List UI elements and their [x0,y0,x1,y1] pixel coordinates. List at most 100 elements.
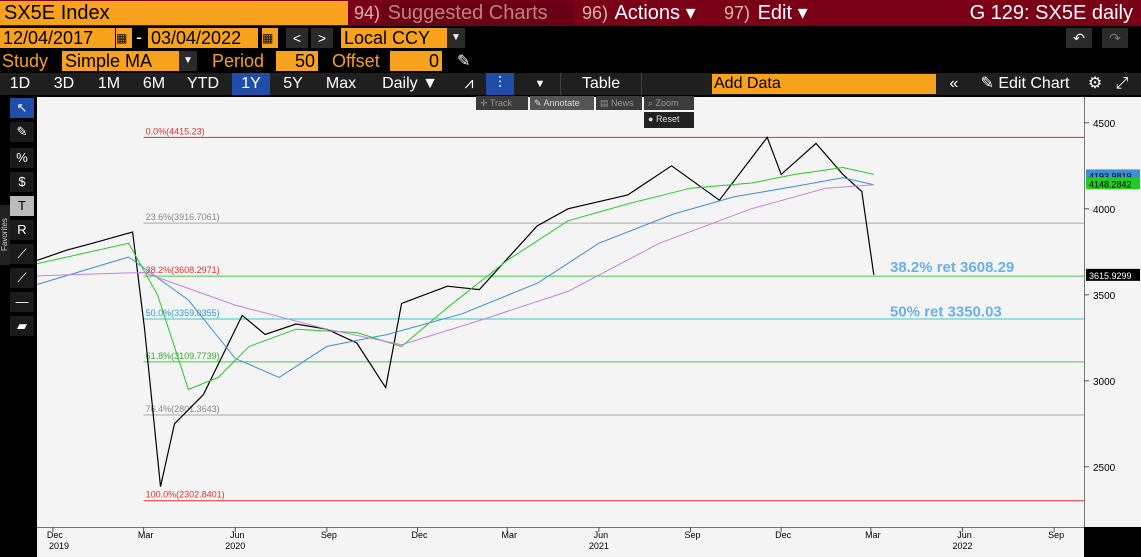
fib-label: 38.2%(3608.2971) [146,265,220,275]
add-data-input[interactable]: Add Data [712,74,936,94]
x-tick-label: Jun [594,530,609,540]
track-label: Track [489,98,513,108]
news-label: News [611,98,634,108]
series-line-ma-purple [36,184,874,346]
fib-label: 50.0%(3359.0355) [146,308,220,318]
study-label: Study [2,51,49,71]
cursor-icon[interactable]: ↖ [10,98,34,118]
chevron-down-icon[interactable]: ▼ [534,78,546,90]
menu-number: 94) [352,1,383,25]
y-tick-label: 3500 [1093,291,1116,302]
currency-select[interactable]: Local CCY [341,28,447,48]
y-tick-label: 4000 [1093,205,1116,216]
chart-id-title: G 129: SX5E daily [969,2,1133,24]
x-year-label: 2020 [225,541,245,551]
chevron-down-icon[interactable]: ▼ [179,51,197,71]
x-tick-label: Jun [230,530,245,540]
line-icon[interactable]: ⟋ [10,268,34,288]
edit-chart-label: Edit Chart [998,75,1070,92]
frequency-select[interactable]: Daily ▼ [382,75,438,92]
draw-icon[interactable]: ✎ [10,122,34,142]
tab-max[interactable]: Max [325,75,357,92]
trendline-icon[interactable]: ⟋ [10,244,34,264]
x-tick-label: Dec [412,530,429,540]
price-label-box [1086,177,1140,190]
y-tick-label: 3000 [1093,377,1116,388]
x-tick-label: Sep [321,530,337,540]
line-chart-icon[interactable]: ⩘ [464,75,474,92]
horizontal-line-icon[interactable]: — [10,292,34,312]
edit-chart-button[interactable]: ✎ Edit Chart [971,73,1079,95]
reset-button[interactable]: ● Reset [644,112,694,128]
chart-area[interactable] [37,97,1084,527]
x-axis [37,527,1084,557]
study-select[interactable]: Simple MA [62,51,179,71]
price-label: 4148.2842 [1089,179,1132,189]
tab-1y[interactable]: 1Y [232,73,270,95]
menu-suggested-charts[interactable]: 94) Suggested Charts [352,1,574,25]
menu-number: 96) [580,1,611,25]
percent-icon[interactable]: % [10,148,34,168]
series-line-ma-blue [36,177,874,378]
tab-1m[interactable]: 1M [97,75,121,92]
x-tick-label: Dec [775,530,792,540]
channel-icon[interactable]: ▰ [10,316,34,336]
fib-label: 61.8%(3109.7739) [146,351,220,361]
expand-icon[interactable]: ⤢ [1115,75,1129,92]
x-tick-label: Jun [957,530,972,540]
period-label: Period [212,51,265,71]
news-button[interactable]: ▤ News [596,96,642,110]
menu-label: Edit ▾ [757,2,808,24]
price-label: 4193.9819 [1089,171,1132,181]
tab-5y[interactable]: 5Y [283,75,303,92]
tab-ytd[interactable]: YTD [187,75,219,92]
fib-label: 0.0%(4415.23) [146,126,205,136]
undo-icon[interactable]: ↶ [1066,28,1092,48]
x-year-label: 2021 [589,541,609,551]
next-arrow-icon[interactable]: > [311,28,333,48]
x-tick-label: Mar [501,530,517,540]
date-separator: - [136,27,142,47]
redo-icon[interactable]: ↷ [1102,28,1128,48]
dollar-icon[interactable]: $ [10,172,34,192]
tab-1d[interactable]: 1D [9,75,31,92]
start-date-input[interactable]: 12/04/2017 [0,28,115,48]
fib-label: 100.0%(2302.8401) [146,490,225,500]
end-date-input[interactable]: 03/04/2022 [148,28,258,48]
collapse-icon[interactable]: « [949,75,959,92]
settings-icon[interactable]: ⚙ [1087,75,1103,92]
annotate-button[interactable]: ✎ Annotate [530,96,594,110]
x-tick-label: Sep [1048,530,1064,540]
pencil-icon[interactable]: ✎ [457,53,471,70]
date-row [0,27,1141,49]
menu-actions[interactable]: 96) Actions ▾ [580,1,717,25]
calendar-icon[interactable]: ▦ [262,28,278,48]
offset-input[interactable]: 0 [390,51,442,71]
retracement-annotation: 50% ret 3350.03 [890,304,1002,321]
tab-3d[interactable]: 3D [53,75,75,92]
table-button[interactable]: Table [560,73,642,95]
x-year-label: 2022 [952,541,972,551]
y-tick-label: 2500 [1093,463,1116,474]
menu-edit[interactable]: 97) Edit ▾ [722,1,822,25]
tab-6m[interactable]: 6M [142,75,166,92]
text-icon[interactable]: T [10,196,34,216]
r-icon[interactable]: R [10,220,34,240]
track-button[interactable]: ✛ Track [476,96,528,110]
menu-number: 97) [722,1,753,25]
calendar-icon[interactable]: ▦ [116,28,132,48]
reset-label: Reset [655,114,680,124]
zoom-button[interactable]: ⌕ Zoom [644,96,694,110]
zoom-label: Zoom [655,98,679,108]
period-input[interactable]: 50 [276,51,318,71]
x-tick-label: Sep [684,530,700,540]
menu-label: Actions ▾ [614,2,696,24]
chevron-down-icon[interactable]: ▼ [447,28,465,48]
fib-label: 23.6%(3916.7061) [146,212,220,222]
security-title[interactable]: SX5E Index [0,1,348,25]
offset-label: Offset [332,51,380,71]
prev-arrow-icon[interactable]: < [286,28,308,48]
price-label-box [1086,268,1140,281]
bar-chart-icon[interactable]: ⫶ [486,73,514,95]
annotate-label: Annotate [543,98,580,108]
